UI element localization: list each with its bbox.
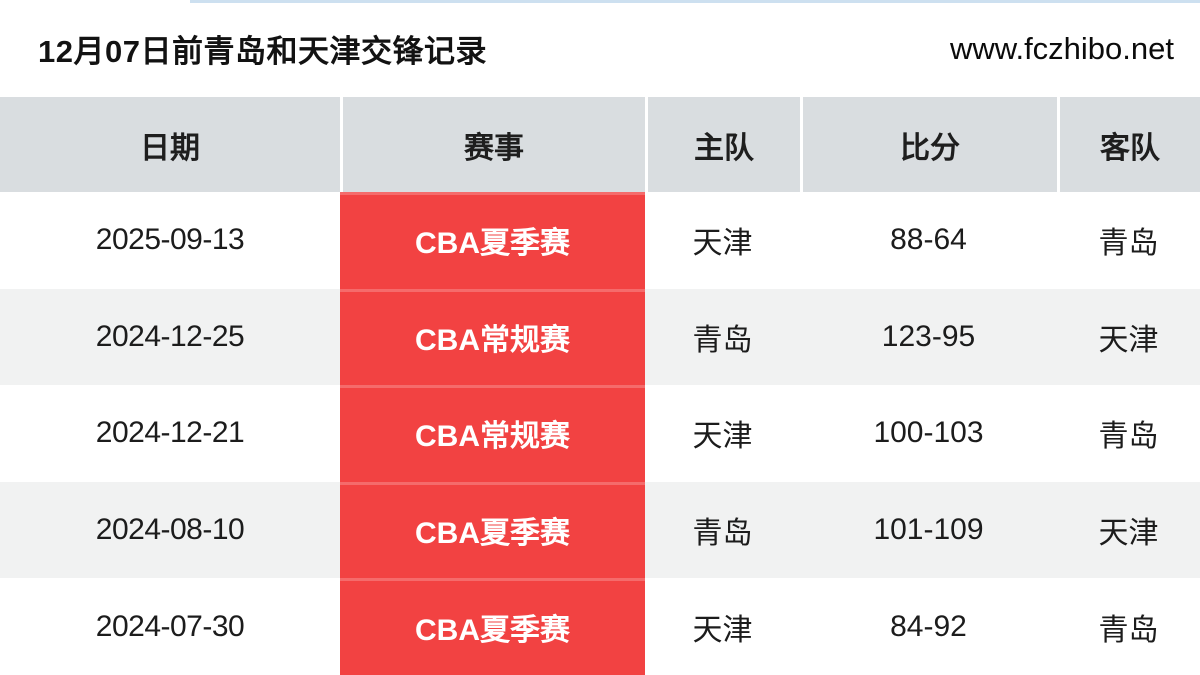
cell-event: CBA夏季赛 bbox=[340, 192, 645, 289]
cell-date: 2024-07-30 bbox=[95, 609, 245, 643]
cell-home-team: 天津 bbox=[692, 420, 753, 454]
cell-away-team: 天津 bbox=[1098, 517, 1159, 551]
column-header-away-team: 客队 bbox=[1057, 97, 1200, 192]
cell-score: 101-109 bbox=[873, 513, 984, 547]
page-title: 12月07日前青岛和天津交锋记录 bbox=[38, 34, 487, 69]
cell-score: 88-64 bbox=[890, 223, 967, 257]
title-bar: 12月07日前青岛和天津交锋记录 www.fczhibo.net bbox=[0, 0, 1200, 97]
cell-event: CBA常规赛 bbox=[340, 385, 645, 482]
column-header-date: 日期 bbox=[0, 97, 340, 192]
cell-score: 84-92 bbox=[890, 609, 967, 643]
cell-away-team: 青岛 bbox=[1098, 227, 1159, 261]
cell-away-team: 青岛 bbox=[1098, 420, 1159, 454]
cell-home-team: 青岛 bbox=[692, 323, 753, 357]
table-body: 2025-09-13 CBA夏季赛 天津 88-64 青岛 2024-12-25… bbox=[0, 192, 1200, 675]
cell-away-team: 青岛 bbox=[1098, 613, 1159, 647]
table-row: 2024-07-30 CBA夏季赛 天津 84-92 青岛 bbox=[0, 578, 1200, 675]
column-header-event: 赛事 bbox=[340, 97, 645, 192]
cell-home-team: 天津 bbox=[692, 613, 753, 647]
cell-date: 2025-09-13 bbox=[95, 223, 245, 257]
cell-score: 100-103 bbox=[873, 416, 984, 450]
table-row: 2024-12-21 CBA常规赛 天津 100-103 青岛 bbox=[0, 385, 1200, 482]
column-header-score: 比分 bbox=[800, 97, 1057, 192]
column-header-home-team: 主队 bbox=[645, 97, 800, 192]
cell-score: 123-95 bbox=[881, 319, 976, 353]
cell-date: 2024-12-25 bbox=[95, 319, 245, 353]
site-url: www.fczhibo.net bbox=[950, 30, 1174, 66]
cell-event: CBA夏季赛 bbox=[340, 481, 645, 579]
cell-home-team: 青岛 bbox=[692, 517, 753, 551]
top-divider bbox=[190, 0, 1200, 3]
table-row: 2024-12-25 CBA常规赛 青岛 123-95 天津 bbox=[0, 288, 1200, 386]
cell-away-team: 天津 bbox=[1098, 323, 1159, 357]
cell-event: CBA夏季赛 bbox=[340, 578, 645, 675]
cell-date: 2024-08-10 bbox=[95, 513, 245, 547]
table-row: 2024-08-10 CBA夏季赛 青岛 101-109 天津 bbox=[0, 481, 1200, 579]
table-header-row: 日期 赛事 主队 比分 客队 bbox=[0, 97, 1200, 192]
cell-home-team: 天津 bbox=[692, 227, 753, 261]
cell-event: CBA常规赛 bbox=[340, 288, 645, 386]
cell-date: 2024-12-21 bbox=[95, 416, 245, 450]
table-row: 2025-09-13 CBA夏季赛 天津 88-64 青岛 bbox=[0, 192, 1200, 289]
